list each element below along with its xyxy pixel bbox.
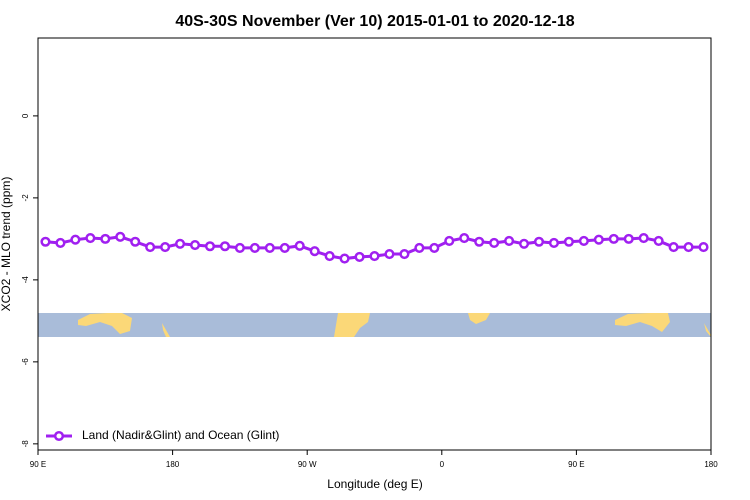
data-point xyxy=(204,241,216,252)
data-point xyxy=(653,235,664,246)
data-point xyxy=(638,233,649,244)
data-point xyxy=(145,242,156,253)
data-point xyxy=(264,242,275,253)
data-point xyxy=(40,236,51,247)
data-point xyxy=(444,235,455,246)
data-point xyxy=(399,248,410,260)
x-tick-label: 180 xyxy=(166,460,180,469)
data-point xyxy=(324,251,335,262)
data-point xyxy=(279,242,290,253)
plot-frame xyxy=(37,37,712,451)
data-point xyxy=(698,242,709,253)
data-point xyxy=(339,253,350,264)
land xyxy=(78,313,132,334)
ocean xyxy=(38,313,711,337)
data-point xyxy=(608,233,619,244)
data-point xyxy=(578,235,589,246)
data-point xyxy=(70,234,81,245)
data-point xyxy=(354,251,365,262)
y-axis-label: XCO2 - MLO trend (ppm) xyxy=(0,177,13,312)
data-point xyxy=(175,238,186,249)
data-point xyxy=(115,231,126,242)
data-point xyxy=(474,236,485,247)
data-point xyxy=(593,234,604,245)
data-point xyxy=(130,236,141,247)
data-point xyxy=(429,242,440,253)
land xyxy=(615,313,670,332)
x-axis-label: Longitude (deg E) xyxy=(327,477,422,491)
data-point xyxy=(683,242,694,253)
data-point xyxy=(309,246,320,257)
data-point xyxy=(294,240,305,251)
chart-title: 40S-30S November (Ver 10) 2015-01-01 to … xyxy=(175,13,574,30)
legend-label: Land (Nadir&Glint) and Ocean (Glint) xyxy=(82,428,279,442)
data-point xyxy=(563,236,574,247)
x-tick-label: 180 xyxy=(704,460,718,469)
x-tick-label: 90 E xyxy=(30,460,46,469)
data-point xyxy=(533,236,545,247)
land xyxy=(468,313,490,324)
y-tick-label: -8 xyxy=(21,440,30,448)
x-tick-label: 90 E xyxy=(568,460,584,469)
data-point xyxy=(189,239,201,251)
data-point xyxy=(668,242,679,253)
data-point xyxy=(384,248,395,260)
data-point xyxy=(504,235,515,246)
data-point xyxy=(459,233,470,244)
data-point xyxy=(160,242,171,253)
data-point xyxy=(369,251,380,262)
y-tick-label: 0 xyxy=(21,113,30,118)
land xyxy=(704,323,711,337)
data-point xyxy=(548,237,560,249)
map-strip xyxy=(38,313,711,337)
legend-marker xyxy=(53,430,65,442)
y-tick-label: -4 xyxy=(21,276,30,284)
land xyxy=(162,323,170,337)
data-point xyxy=(234,242,245,253)
y-tick-label: -2 xyxy=(21,194,30,202)
data-point xyxy=(489,237,500,249)
data-point xyxy=(414,242,425,253)
data-point xyxy=(85,233,96,244)
data-point xyxy=(249,242,260,253)
land xyxy=(334,313,370,337)
data-point xyxy=(623,233,634,244)
y-tick-label: -6 xyxy=(21,358,30,366)
x-tick-label: 0 xyxy=(440,460,445,469)
data-point xyxy=(100,233,111,244)
data-point xyxy=(55,237,66,249)
data-point xyxy=(519,238,530,249)
x-tick-label: 90 W xyxy=(298,460,317,469)
data-point xyxy=(219,241,230,252)
